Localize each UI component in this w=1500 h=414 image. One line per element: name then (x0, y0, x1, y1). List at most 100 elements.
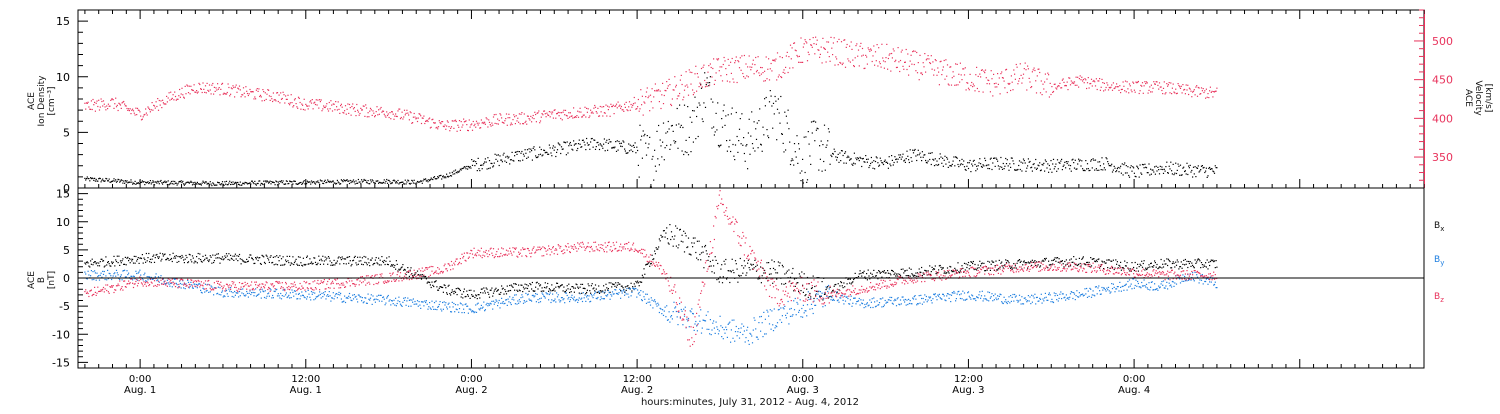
data-point-top-0 (963, 166, 966, 168)
data-point-top-0 (907, 155, 909, 157)
data-point-Bx (613, 283, 615, 285)
data-point-top-1 (415, 118, 417, 120)
data-point-Bx (508, 290, 510, 292)
data-point-By (523, 300, 525, 302)
data-point-top-1 (725, 68, 727, 70)
data-point-top-1 (606, 115, 608, 117)
data-point-top-0 (101, 179, 103, 181)
data-point-top-1 (344, 105, 347, 107)
data-point-top-1 (293, 99, 296, 101)
data-point-top-0 (319, 179, 321, 181)
data-point-By (556, 292, 558, 294)
data-point-top-1 (166, 95, 168, 97)
data-point-By (420, 301, 423, 303)
data-point-top-0 (837, 153, 839, 155)
data-point-Bx (525, 287, 527, 289)
data-point-Bx (208, 260, 210, 263)
data-point-top-1 (916, 51, 918, 54)
data-point-Bx (558, 287, 560, 289)
data-point-top-0 (1105, 157, 1107, 159)
data-point-top-0 (402, 181, 404, 183)
data-point-Bx (748, 267, 750, 269)
data-point-top-0 (1165, 166, 1167, 168)
data-point-By (180, 287, 182, 289)
data-point-top-0 (595, 146, 597, 148)
data-point-Bx (1120, 269, 1122, 271)
data-point-top-0 (106, 178, 108, 180)
data-point-top-0 (1020, 161, 1022, 163)
data-point-top-1 (476, 122, 478, 124)
data-point-By (171, 286, 173, 288)
data-point-top-0 (839, 152, 841, 154)
data-point-top-1 (693, 92, 695, 94)
data-point-Bx (813, 297, 815, 300)
data-point-top-0 (417, 181, 419, 183)
data-point-top-0 (221, 181, 224, 183)
data-point-Bx (167, 258, 169, 260)
data-point-top-1 (503, 122, 505, 124)
data-point-Bx (153, 261, 156, 263)
data-point-top-0 (1029, 160, 1031, 163)
data-point-By (425, 300, 427, 302)
data-point-top-0 (531, 150, 533, 152)
data-point-top-0 (721, 118, 723, 120)
data-point-Bx (859, 270, 861, 272)
data-point-top-0 (1086, 168, 1088, 170)
data-point-top-0 (488, 160, 491, 162)
data-point-Bx (984, 270, 987, 272)
data-point-top-1 (878, 47, 880, 49)
data-point-Bx (997, 268, 999, 270)
data-point-By (413, 303, 415, 305)
data-point-By (656, 305, 658, 307)
data-point-Bx (1209, 260, 1211, 263)
data-point-By (261, 288, 263, 290)
data-point-top-1 (956, 63, 958, 65)
data-point-top-1 (279, 102, 281, 104)
data-point-top-1 (740, 69, 742, 71)
data-point-top-1 (634, 102, 636, 104)
data-point-top-0 (1209, 168, 1211, 170)
data-point-top-0 (1091, 167, 1093, 169)
data-point-top-0 (908, 161, 910, 164)
data-point-top-0 (382, 182, 384, 184)
data-point-By (241, 292, 243, 294)
data-point-top-0 (145, 182, 147, 184)
data-point-top-1 (692, 89, 694, 91)
data-point-top-0 (223, 184, 225, 186)
data-point-top-0 (124, 182, 126, 184)
data-point-Bx (772, 267, 775, 269)
data-point-top-0 (328, 181, 330, 183)
data-point-top-1 (522, 123, 525, 125)
data-point-top-1 (576, 115, 578, 117)
data-point-By (409, 299, 411, 301)
data-point-top-1 (641, 104, 643, 106)
data-point-By (139, 269, 141, 271)
data-point-top-1 (583, 114, 585, 116)
data-point-Bx (466, 290, 468, 292)
data-point-top-0 (283, 183, 285, 185)
data-point-top-1 (738, 67, 741, 69)
data-point-top-0 (288, 182, 290, 185)
data-point-Bx (1197, 258, 1199, 260)
data-point-top-0 (273, 182, 275, 184)
data-point-top-1 (1086, 82, 1089, 84)
data-point-By (501, 297, 503, 299)
data-point-By (330, 300, 332, 302)
data-point-top-0 (832, 152, 834, 155)
data-point-top-1 (111, 98, 113, 100)
data-point-top-1 (1158, 88, 1160, 90)
data-point-top-0 (1052, 158, 1055, 160)
data-point-By (486, 302, 488, 304)
data-point-Bx (1052, 259, 1055, 261)
data-point-top-1 (1083, 82, 1085, 84)
data-point-By (349, 297, 351, 299)
data-point-Bx (1018, 259, 1021, 261)
data-point-top-1 (1047, 72, 1049, 74)
data-point-top-0 (203, 181, 205, 183)
data-point-top-1 (1022, 77, 1024, 79)
data-point-Bx (877, 278, 879, 280)
data-point-top-0 (582, 139, 584, 141)
data-point-By (394, 304, 396, 306)
data-point-top-1 (269, 99, 271, 101)
data-point-top-0 (556, 151, 558, 153)
